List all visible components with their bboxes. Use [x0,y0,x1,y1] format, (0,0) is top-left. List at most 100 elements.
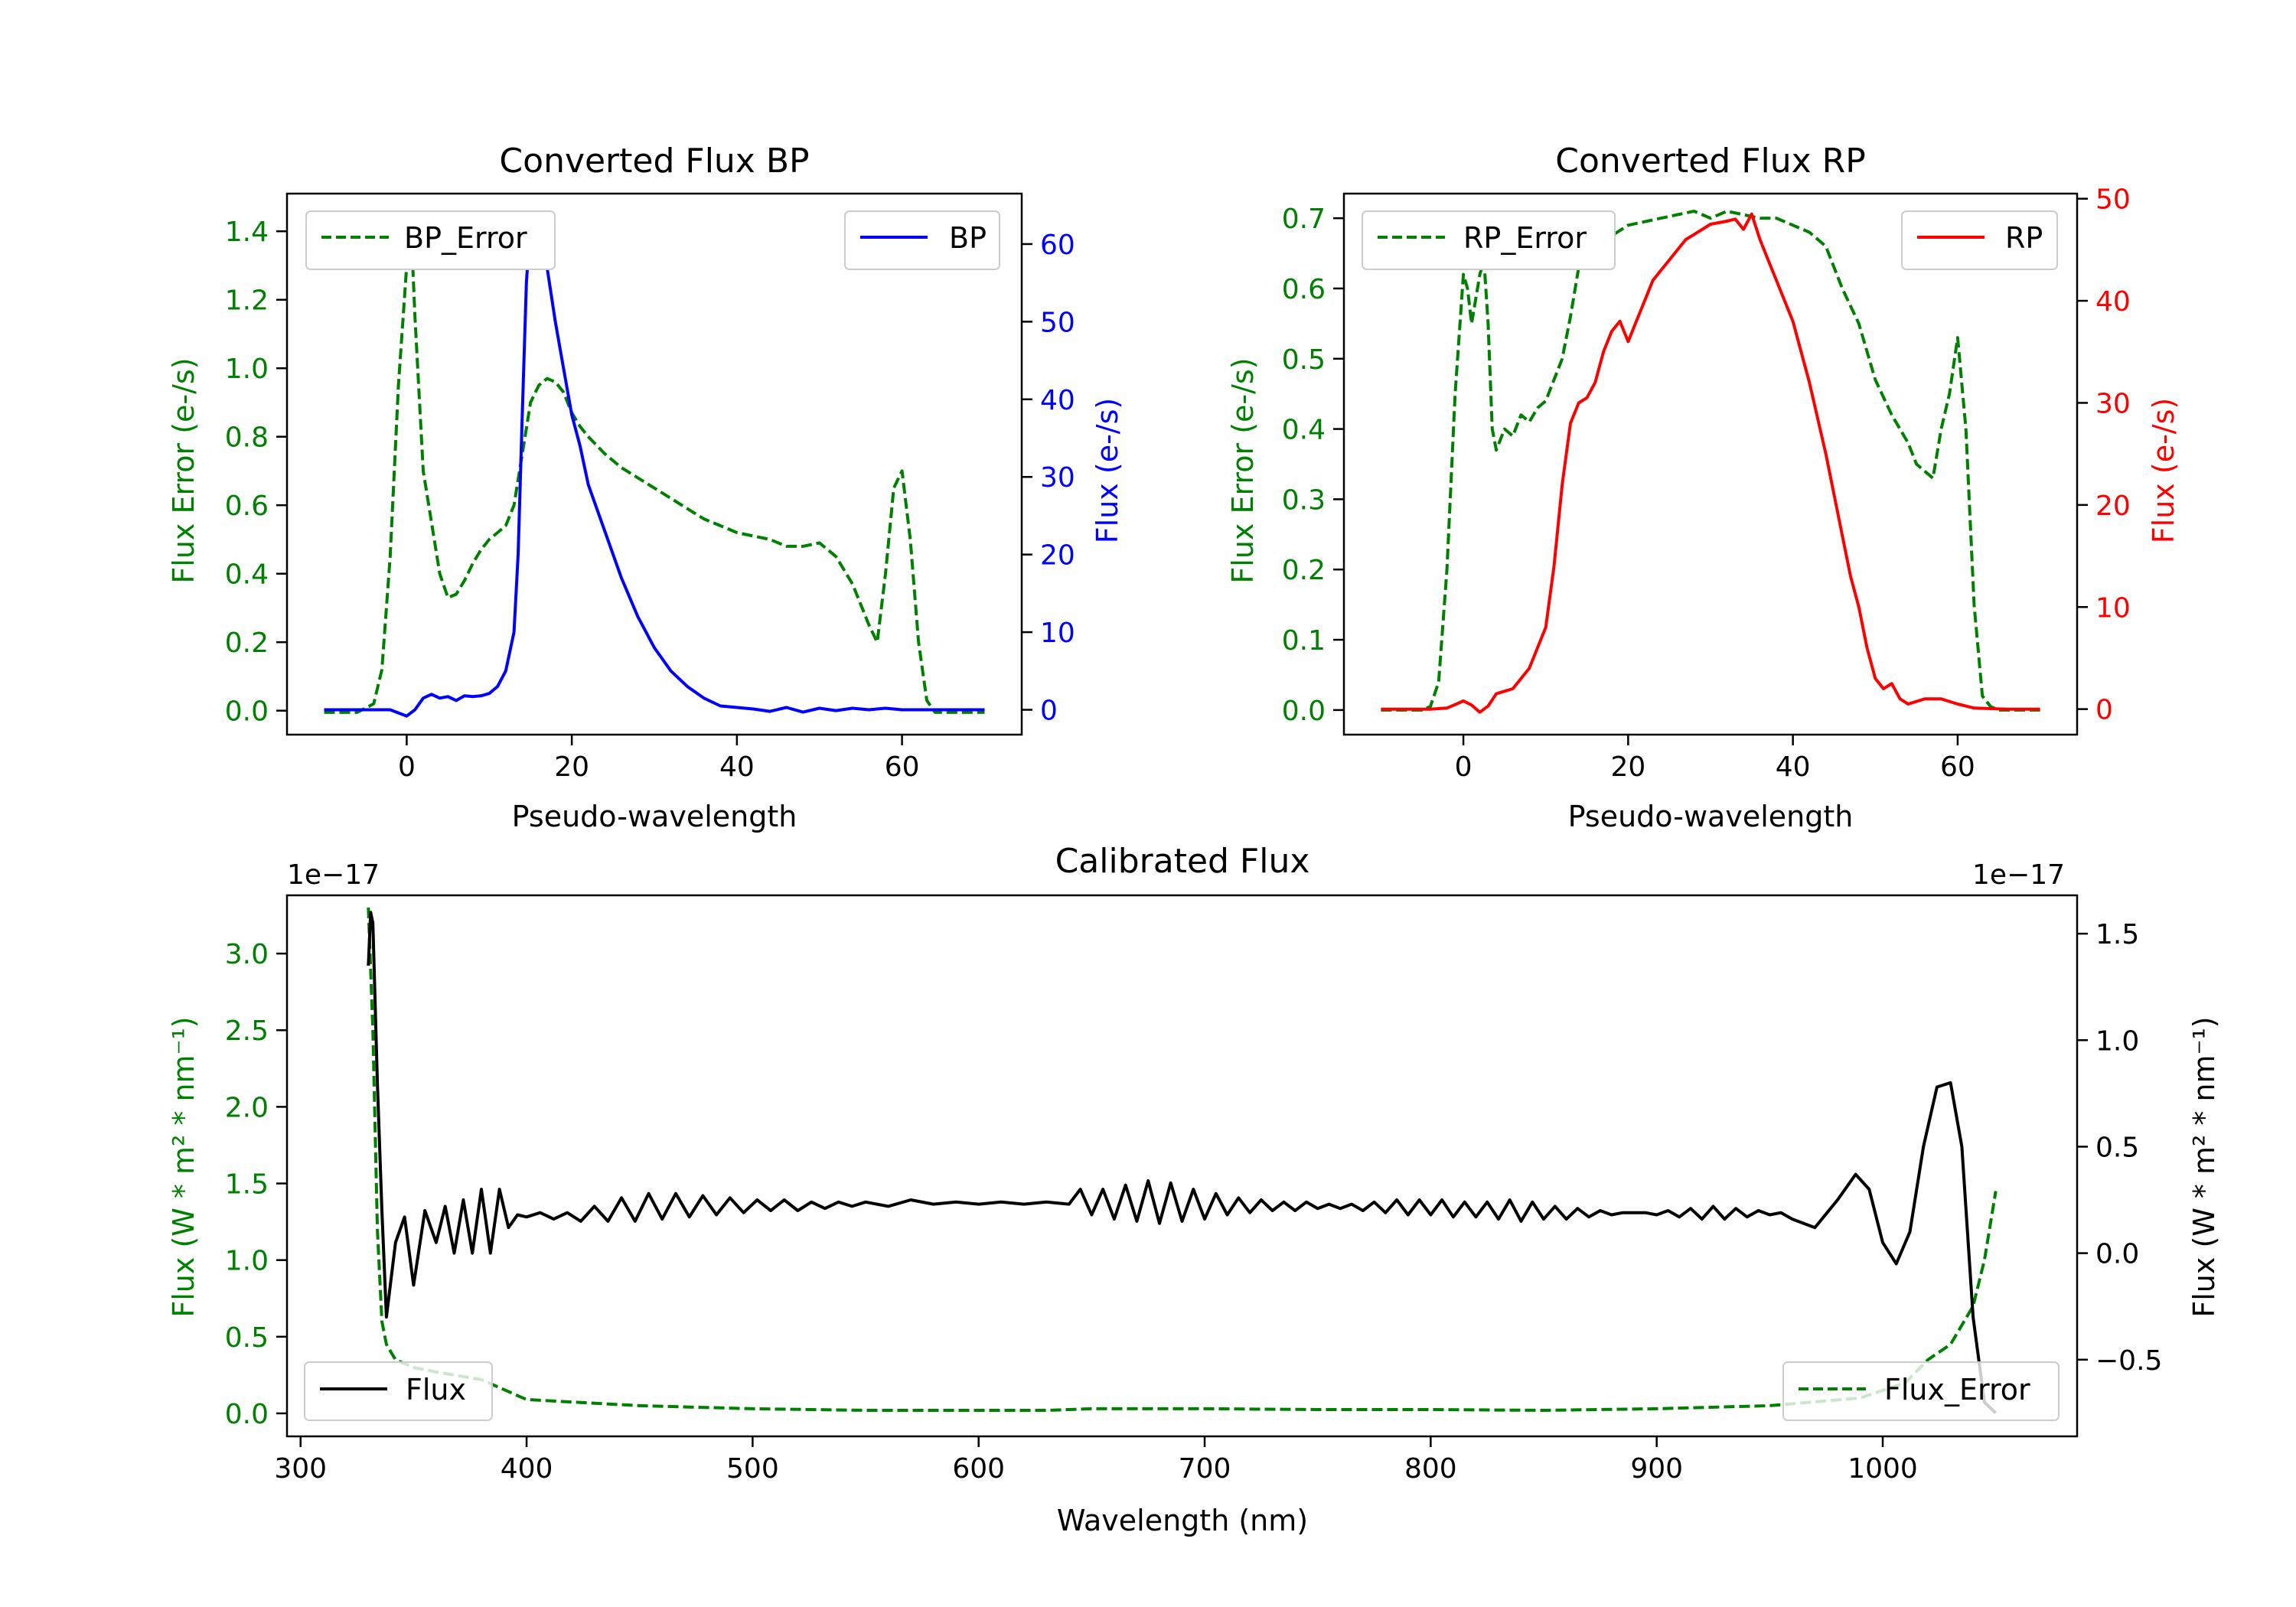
cal-series-flux [367,911,1998,1414]
cal-axes-frame [285,894,2079,1438]
cal-ytick-right-label: 0.5 [2095,1132,2139,1163]
bp-xtick-label: 20 [554,751,589,783]
cal-ytick-left-label: 0.0 [225,1399,269,1430]
rp-legend-left: RP_Error [1362,210,1616,270]
cal-ytick-left-label: 2.5 [225,1015,269,1047]
cal-series-flux-error [367,907,1998,1412]
panel-rp: Converted Flux RP 0 20 40 60 0.0 0.1 0.2 0.3 0.4… [1226,142,2180,833]
cal-ytick-left-label: 1.0 [225,1246,269,1277]
bp-ytick-left-label: 0.4 [225,559,269,591]
cal-ytick-left-label: 2.0 [225,1092,269,1123]
cal-xtick-label: 800 [1404,1453,1457,1485]
cal-ytick-left-label: 0.5 [225,1322,269,1354]
bp-xtick-label: 40 [719,751,755,783]
bp-ytick-left-label: 0.0 [225,696,269,728]
cal-series-group [367,907,1998,1414]
rp-ylabel-right: Flux (e-/s) [2147,398,2180,543]
rp-ytick-left-label: 0.6 [1282,274,1326,305]
rp-ytick-left-label: 0.5 [1282,344,1326,376]
bp-ytick-left-label: 0.2 [225,627,269,659]
cal-xtick-label: 500 [726,1453,779,1485]
bp-legend-left: BP_Error [305,210,556,270]
bp-legend-left-label: BP_Error [404,221,527,255]
cal-ylabel-right: Flux (W * m² * nm⁻¹) [2187,1016,2221,1317]
rp-ytick-left-label: 0.2 [1282,555,1326,586]
cal-ytick-left-label: 1.5 [225,1169,269,1201]
rp-ytick-left-label: 0.3 [1282,484,1326,516]
bp-ytick-right-label: 30 [1040,462,1075,494]
bp-ytick-right-label: 20 [1040,540,1075,572]
cal-xtick-label: 700 [1179,1453,1231,1485]
bp-series-bp [324,215,985,718]
rp-ytick-left-label: 0.7 [1282,204,1326,235]
rp-ytick-right-label: 30 [2095,388,2131,419]
rp-title: Converted Flux RP [1555,142,1866,181]
rp-legend-right-label: RP [2005,221,2043,255]
cal-xtick-label: 300 [274,1453,327,1485]
cal-xtick-label: 900 [1630,1453,1683,1485]
cal-legend-right: Flux_Error [1782,1361,2060,1421]
rp-axes-frame [1342,192,2079,736]
cal-legend-left: Flux [304,1361,493,1421]
cal-xtick-label: 1000 [1848,1453,1918,1485]
rp-xtick-label: 40 [1776,751,1811,783]
cal-legend-right-label: Flux_Error [1884,1373,2030,1407]
bp-ylabel-left: Flux Error (e-/s) [167,357,201,583]
cal-right-offset: 1e−17 [1972,859,2065,891]
rp-ytick-left-label: 0.4 [1282,415,1326,446]
bp-ytick-right-label: 40 [1040,385,1075,416]
bp-ytick-right-label: 10 [1040,618,1075,649]
cal-ylabel-left: Flux (W * m² * nm⁻¹) [167,1016,201,1317]
bp-plot-area: 0 20 40 60 0.0 0.2 0.4 0.6 0.8 1.0 1.2 1.4 0 10 20 30 40… [225,192,1075,783]
rp-xtick-label: 60 [1940,751,1975,783]
panel-bp: Converted Flux BP 0 20 40 60 0.0 0.2 0.4 0.6 0.8… [167,142,1124,833]
rp-legend-right-frame [1901,210,2058,270]
bp-ytick-left-label: 1.2 [225,285,269,317]
bp-title: Converted Flux BP [499,142,809,181]
cal-xtick-label: 600 [952,1453,1005,1485]
cal-ytick-right-label: −0.5 [2095,1345,2162,1377]
bp-legend-right: BP [844,210,1000,270]
bp-ytick-right-label: 60 [1040,230,1075,261]
rp-xtick-label: 0 [1455,751,1473,783]
bp-ylabel-right: Flux (e-/s) [1091,398,1124,543]
rp-legend-left-label: RP_Error [1463,221,1587,255]
rp-ytick-left-label: 0.1 [1282,625,1326,657]
cal-ytick-right-label: 1.5 [2095,919,2139,950]
rp-ytick-right-label: 40 [2095,286,2131,318]
bp-ytick-left-label: 1.0 [225,354,269,385]
cal-legend-right-frame [1782,1361,2060,1421]
bp-axes-frame [285,192,1023,736]
rp-ytick-right-label: 20 [2095,491,2131,522]
bp-ytick-right-label: 0 [1040,696,1058,727]
rp-xtick-label: 20 [1610,751,1645,783]
rp-ytick-left-label: 0.0 [1282,696,1326,727]
cal-left-offset: 1e−17 [287,859,380,891]
cal-plot-area: 300 400 500 600 700 800 900 1000 0.0 0.5 1.0 1.5 2.0… [225,894,2162,1485]
rp-xlabel: Pseudo-wavelength [1568,800,1854,833]
bp-xtick-label: 0 [398,751,416,783]
cal-legend-left-frame [304,1361,493,1421]
bp-ytick-left-label: 0.6 [225,491,269,522]
rp-plot-area: 0 20 40 60 0.0 0.1 0.2 0.3 0.4 0.5 0.6 0.7 0 10 20 30 40… [1282,184,2131,783]
panel-calibrated: Calibrated Flux 1e−17 1e−17 300 400 500 600… [167,842,2221,1537]
bp-legend-right-frame [844,210,1000,270]
rp-legend-left-frame [1362,210,1616,270]
cal-xlabel: Wavelength (nm) [1057,1504,1308,1537]
bp-series-bp-error [324,219,985,714]
bp-legend-right-label: BP [949,221,987,255]
cal-title: Calibrated Flux [1055,842,1310,881]
cal-ytick-right-label: 0.0 [2095,1239,2139,1270]
bp-ytick-right-label: 50 [1040,307,1075,338]
cal-ytick-right-label: 1.0 [2095,1025,2139,1057]
bp-ytick-left-label: 0.8 [225,422,269,454]
cal-ytick-left-label: 3.0 [225,939,269,970]
rp-ytick-right-label: 10 [2095,592,2131,624]
rp-series-rp [1381,212,2040,714]
bp-series-group [324,215,985,718]
cal-xtick-label: 400 [501,1453,553,1485]
rp-ylabel-left: Flux Error (e-/s) [1226,357,1260,583]
bp-legend-left-frame [305,210,556,270]
bp-xlabel: Pseudo-wavelength [512,800,797,833]
